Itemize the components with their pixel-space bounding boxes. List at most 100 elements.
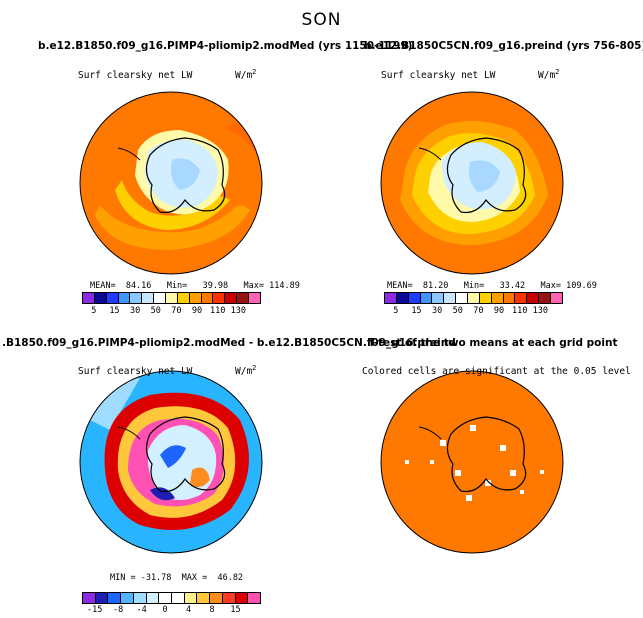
panel-1-field bbox=[80, 92, 262, 274]
panel-2-map-border bbox=[380, 91, 564, 275]
panel-2-colorbar-ticks: 5 15 30 50 70 90 110 130 bbox=[384, 306, 561, 317]
panel-2-title: b.e12.B1850C5CN.f09_g16.preind (yrs 756-… bbox=[364, 40, 643, 52]
colorbar-swatch bbox=[444, 293, 457, 303]
panel-1-variable-label: Surf clearsky net LW bbox=[78, 70, 193, 81]
colorbar-swatch bbox=[108, 593, 122, 603]
colorbar-swatch bbox=[539, 293, 552, 303]
colorbar-swatch bbox=[408, 293, 421, 303]
panel-3-orange-patch bbox=[190, 467, 210, 488]
panel-4-field bbox=[381, 371, 563, 553]
panel-1-coastline bbox=[145, 137, 226, 214]
panel-4-title: T-test of the two means at each grid poi… bbox=[368, 337, 618, 349]
colorbar-tick-label: 50 bbox=[150, 306, 161, 316]
panel-3-pale-patch bbox=[90, 378, 140, 430]
colorbar-tick-label: 4 bbox=[185, 605, 192, 615]
panel-3-colorbar bbox=[82, 592, 261, 604]
panel-1-units: W/m2 bbox=[235, 68, 257, 82]
colorbar-swatch bbox=[95, 593, 109, 603]
panel-3-colorbar-ticks: -15 -8 -4 0 4 8 15 bbox=[82, 605, 259, 616]
colorbar-swatch bbox=[213, 293, 226, 303]
panel-1-title: b.e12.B1850.f09_g16.PIMP4-pliomip2.modMe… bbox=[38, 40, 413, 52]
colorbar-tick-label: 110 bbox=[512, 306, 528, 316]
colorbar-tick-label: 30 bbox=[129, 306, 141, 316]
colorbar-tick-label: 130 bbox=[532, 306, 549, 316]
panel-2-peninsula bbox=[418, 147, 442, 161]
colorbar-swatch bbox=[133, 593, 147, 603]
panel-3-variable-label: Surf clearsky net LW bbox=[78, 366, 193, 377]
panel-3-title: .B1850.f09_g16.PIMP4-pliomip2.modMed - b… bbox=[2, 337, 456, 349]
colorbar-tick-label: 15 bbox=[230, 605, 241, 615]
colorbar-tick-label: 90 bbox=[493, 306, 505, 316]
panel-4-coastline bbox=[446, 416, 527, 493]
colorbar-tick-label: 90 bbox=[191, 306, 203, 316]
panel-1-band-orange bbox=[95, 205, 250, 250]
colorbar-swatch bbox=[106, 293, 119, 303]
panel-4-significant-cells bbox=[381, 371, 563, 553]
colorbar-swatch bbox=[479, 293, 492, 303]
colorbar-swatch bbox=[130, 293, 143, 303]
colorbar-swatch bbox=[154, 293, 167, 303]
colorbar-swatch bbox=[249, 293, 260, 303]
colorbar-swatch bbox=[468, 293, 480, 303]
panel-2-stats: MEAN= 81.20 Min= 33.42 Max= 109.69 bbox=[387, 281, 597, 291]
panel-1-colorbar-ticks: 5 15 30 50 70 90 110 130 bbox=[82, 306, 259, 317]
colorbar-tick-label: 15 bbox=[109, 306, 120, 316]
panel-1-map-border bbox=[79, 91, 263, 275]
colorbar-swatch bbox=[118, 293, 131, 303]
panel-3-field bbox=[80, 371, 262, 553]
colorbar-tick-label: 5 bbox=[91, 306, 97, 316]
panel-4-peninsula bbox=[418, 426, 442, 440]
panel-1-peninsula bbox=[117, 147, 141, 161]
colorbar-swatch bbox=[177, 293, 190, 303]
colorbar-swatch bbox=[515, 293, 528, 303]
colorbar-tick-label: 5 bbox=[393, 306, 399, 316]
colorbar-swatch bbox=[201, 293, 214, 303]
colorbar-swatch bbox=[83, 593, 96, 603]
colorbar-tick-label: 8 bbox=[209, 605, 215, 615]
panel-3-coastline bbox=[145, 416, 226, 493]
panel-3-stats: MIN = -31.78 MAX = 46.82 bbox=[110, 573, 244, 583]
colorbar-swatch bbox=[142, 293, 155, 303]
panel-3-blue-patch-a bbox=[160, 445, 186, 468]
panel-4-nonsignificant-cells bbox=[405, 425, 544, 501]
colorbar-tick-label: -15 bbox=[86, 605, 103, 615]
colorbar-swatch bbox=[159, 593, 173, 603]
colorbar-swatch bbox=[237, 293, 250, 303]
colorbar-swatch bbox=[94, 293, 107, 303]
colorbar-tick-label: 0 bbox=[162, 605, 168, 615]
colorbar-swatch bbox=[225, 293, 238, 303]
colorbar-swatch bbox=[456, 293, 469, 303]
panel-4-map-border bbox=[380, 370, 564, 554]
colorbar-tick-label: 70 bbox=[473, 306, 484, 316]
colorbar-tick-label: 30 bbox=[431, 306, 443, 316]
colorbar-swatch bbox=[385, 293, 397, 303]
colorbar-swatch bbox=[491, 293, 504, 303]
colorbar-swatch bbox=[172, 593, 185, 603]
panel-1-interior-blue bbox=[171, 158, 200, 190]
colorbar-swatch bbox=[189, 293, 202, 303]
panel-2-colorbar bbox=[384, 292, 563, 304]
colorbar-swatch bbox=[184, 593, 198, 603]
colorbar-swatch bbox=[121, 593, 134, 603]
colorbar-swatch bbox=[420, 293, 433, 303]
colorbar-swatch bbox=[396, 293, 409, 303]
colorbar-swatch bbox=[527, 293, 540, 303]
colorbar-swatch bbox=[551, 293, 562, 303]
colorbar-tick-label: -4 bbox=[136, 605, 147, 615]
colorbar-swatch bbox=[146, 593, 160, 603]
panel-3-blue-patch-b bbox=[150, 487, 175, 501]
panel-3-units: W/m2 bbox=[235, 364, 257, 378]
panel-2-coastline bbox=[446, 137, 527, 214]
panel-1-colorbar bbox=[82, 292, 261, 304]
colorbar-tick-label: 50 bbox=[452, 306, 463, 316]
colorbar-swatch bbox=[210, 593, 223, 603]
colorbar-swatch bbox=[235, 593, 249, 603]
panel-1-stats: MEAN= 84.16 Min= 39.98 Max= 114.89 bbox=[90, 281, 300, 291]
colorbar-tick-label: -8 bbox=[112, 605, 124, 615]
panel-1-band-yellow bbox=[115, 180, 230, 230]
colorbar-swatch bbox=[197, 593, 211, 603]
colorbar-swatch bbox=[222, 593, 236, 603]
colorbar-swatch bbox=[432, 293, 445, 303]
panel-2-variable-label: Surf clearsky net LW bbox=[381, 70, 496, 81]
